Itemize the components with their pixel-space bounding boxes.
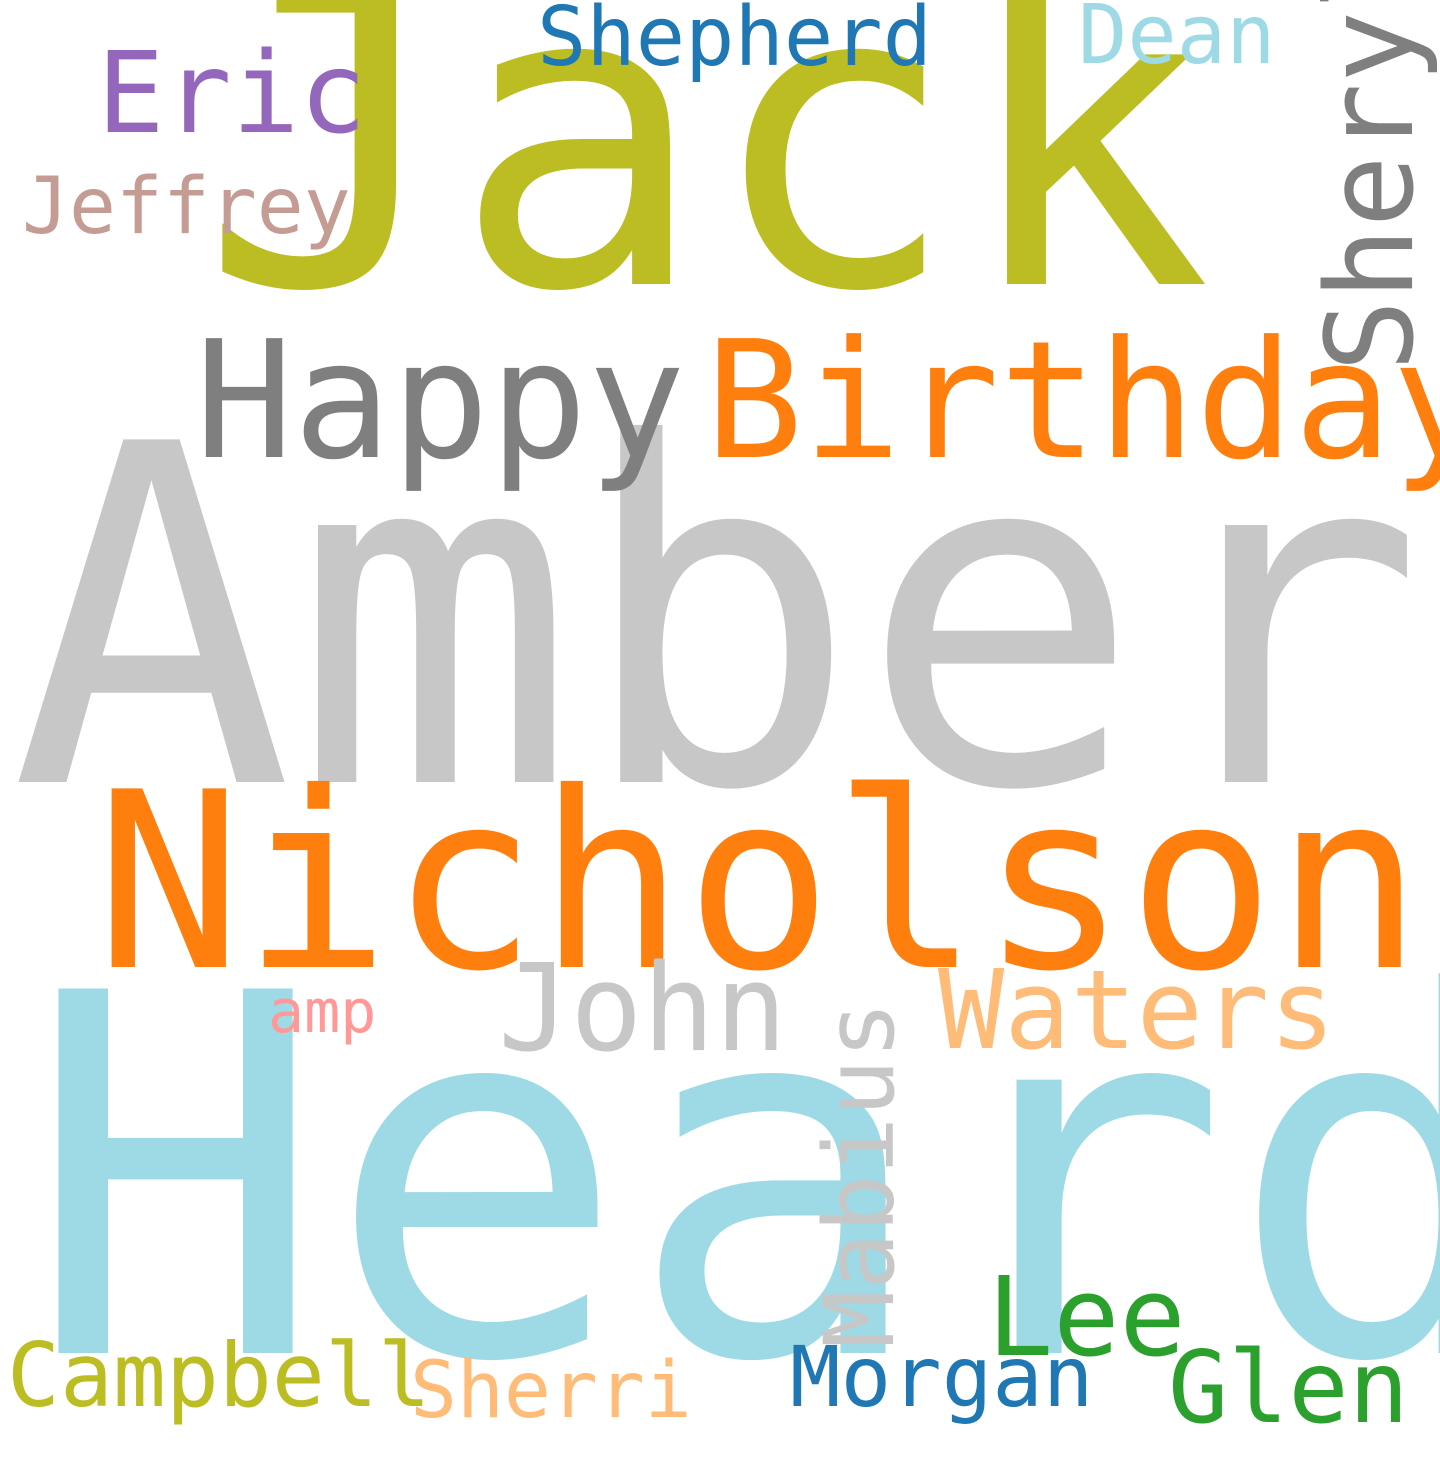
word-heard: Heard: [25, 889, 1440, 1471]
word-waters: Waters: [938, 946, 1336, 1074]
word-john: John: [498, 940, 787, 1079]
word-campbell: Campbell: [7, 1324, 431, 1427]
word-sherri: Sherri: [410, 1346, 692, 1436]
word-happy: Happy: [195, 307, 686, 496]
word-shepherd: Shepherd: [537, 0, 932, 85]
word-jack: Jack: [200, 0, 1212, 384]
word-glen: Glen: [1168, 1329, 1409, 1446]
word-eric: Eric: [97, 29, 367, 159]
word-amp: amp: [268, 977, 377, 1047]
word-cloud: Jack Amber Heard Nicholson Birthday Happ…: [7, 0, 1440, 1471]
word-sheryl: Sheryl: [1302, 0, 1440, 372]
word-birthday: Birthday: [705, 307, 1440, 496]
word-nicholson: Nicholson: [95, 740, 1423, 1025]
word-morgan: Morgan: [790, 1328, 1094, 1426]
word-mabius: Mabius: [804, 1001, 916, 1348]
word-jeffrey: Jeffrey: [22, 162, 351, 252]
word-amber: Amber: [10, 346, 1425, 893]
word-dean: Dean: [1078, 0, 1276, 83]
word-lee: Lee: [987, 1253, 1186, 1381]
